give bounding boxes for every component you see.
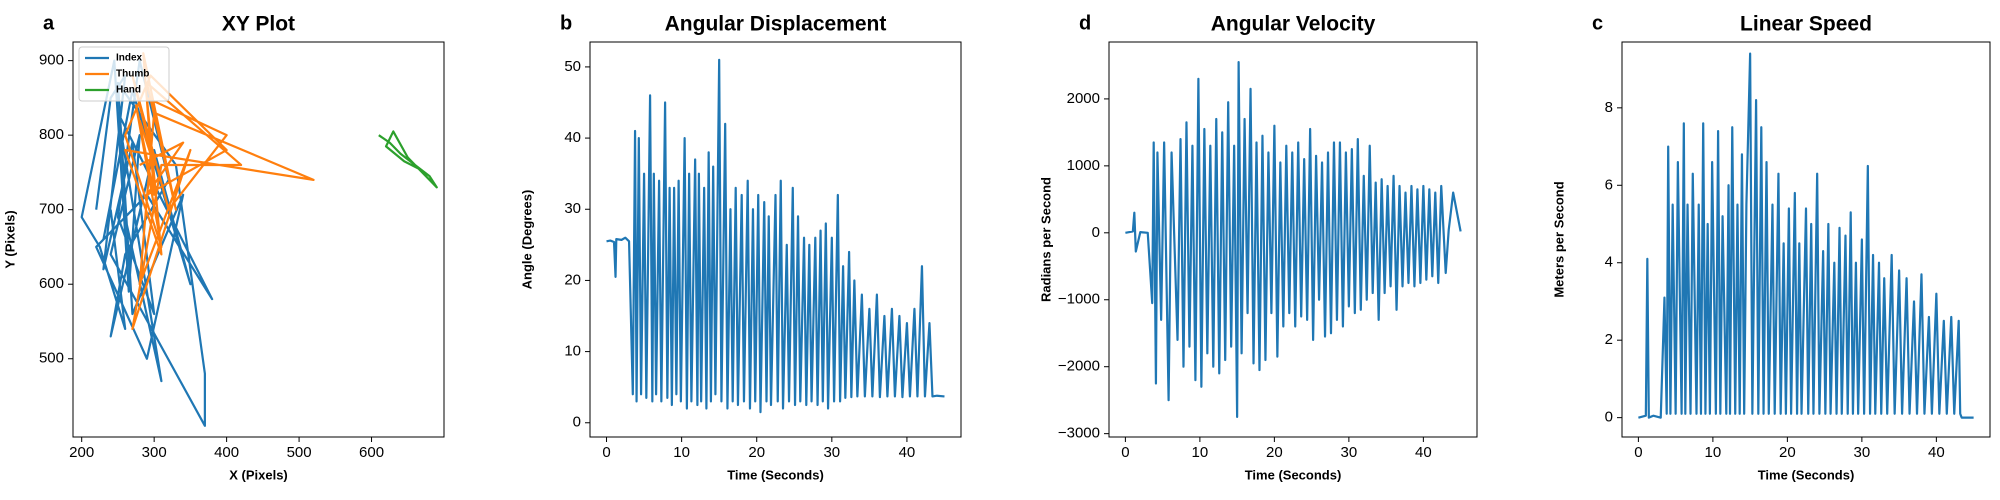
x-tick-label: 600 (359, 444, 384, 461)
panel-label: a (43, 12, 55, 34)
x-tick-label: 20 (1266, 444, 1283, 461)
x-tick-label: 10 (1192, 444, 1209, 461)
data-line (1638, 52, 1974, 419)
y-axis-label: Y (Pixels) (2, 210, 17, 268)
data-line (606, 58, 945, 414)
x-tick-label: 40 (1415, 444, 1432, 461)
y-axis-label: Radians per Second (1038, 177, 1053, 302)
x-tick-label: 10 (1705, 444, 1722, 461)
x-tick-label: 30 (1854, 444, 1871, 461)
x-tick-label: 0 (602, 444, 610, 461)
chart-title: XY Plot (222, 13, 295, 36)
x-tick-label: 10 (673, 444, 690, 461)
panel-label: b (560, 12, 572, 34)
x-tick-label: 20 (748, 444, 765, 461)
x-axis-label: Time (Seconds) (1758, 467, 1855, 482)
y-tick-label: 700 (39, 201, 64, 218)
x-tick-label: 30 (1341, 444, 1358, 461)
x-tick-label: 400 (214, 444, 239, 461)
x-tick-label: 40 (899, 444, 916, 461)
x-tick-label: 40 (1928, 444, 1945, 461)
y-tick-label: 4 (1605, 254, 1613, 271)
panel-label: c (1592, 12, 1603, 34)
y-tick-label: 8 (1605, 99, 1613, 116)
y-tick-label: 20 (564, 271, 581, 288)
legend-label: Thumb (116, 69, 149, 80)
axes-frame (72, 41, 445, 438)
y-tick-label: 0 (573, 414, 581, 431)
legend-label: Index (116, 53, 143, 64)
plot-area (1638, 52, 1974, 419)
axes-frame (1621, 41, 1991, 438)
y-tick-label: 30 (564, 200, 581, 217)
x-tick-label: 0 (1634, 444, 1642, 461)
legend-box (78, 46, 170, 102)
plot-area (1125, 60, 1462, 419)
axes-frame (1108, 41, 1478, 438)
x-tick-label: 20 (1779, 444, 1796, 461)
chart-title: Angular Velocity (1211, 13, 1376, 36)
y-tick-label: 10 (564, 343, 581, 360)
y-tick-label: −1000 (1058, 291, 1100, 308)
y-tick-label: 500 (39, 350, 64, 367)
chart-title: Angular Displacement (665, 13, 887, 36)
y-axis-label: Meters per Second (1551, 181, 1566, 297)
y-tick-label: 40 (564, 129, 581, 146)
x-tick-label: 200 (69, 444, 94, 461)
y-tick-label: 0 (1092, 224, 1100, 241)
x-tick-label: 500 (287, 444, 312, 461)
y-tick-label: 6 (1605, 176, 1613, 193)
plot-area (606, 58, 945, 414)
y-tick-label: −2000 (1058, 358, 1100, 375)
y-tick-label: 0 (1605, 409, 1613, 426)
plot-area (80, 52, 438, 427)
y-tick-label: 1000 (1067, 157, 1100, 174)
y-tick-label: 50 (564, 58, 581, 75)
panel-label: d (1079, 12, 1091, 34)
y-tick-label: 800 (39, 126, 64, 143)
x-tick-label: 300 (142, 444, 167, 461)
data-line (378, 130, 438, 189)
x-tick-label: 30 (823, 444, 840, 461)
data-line (1125, 60, 1462, 419)
axes-frame (589, 41, 962, 438)
x-axis-label: X (Pixels) (229, 467, 288, 482)
y-tick-label: 900 (39, 52, 64, 69)
y-tick-label: −3000 (1058, 425, 1100, 442)
legend-label: Hand (116, 85, 141, 96)
y-tick-label: 600 (39, 275, 64, 292)
y-axis-label: Angle (Degrees) (519, 190, 534, 290)
data-line (80, 59, 214, 427)
x-axis-label: Time (Seconds) (1245, 467, 1342, 482)
chart-title: Linear Speed (1740, 13, 1872, 36)
x-axis-label: Time (Seconds) (727, 467, 824, 482)
y-tick-label: 2 (1605, 331, 1613, 348)
y-tick-label: 2000 (1067, 90, 1100, 107)
x-tick-label: 0 (1121, 444, 1129, 461)
